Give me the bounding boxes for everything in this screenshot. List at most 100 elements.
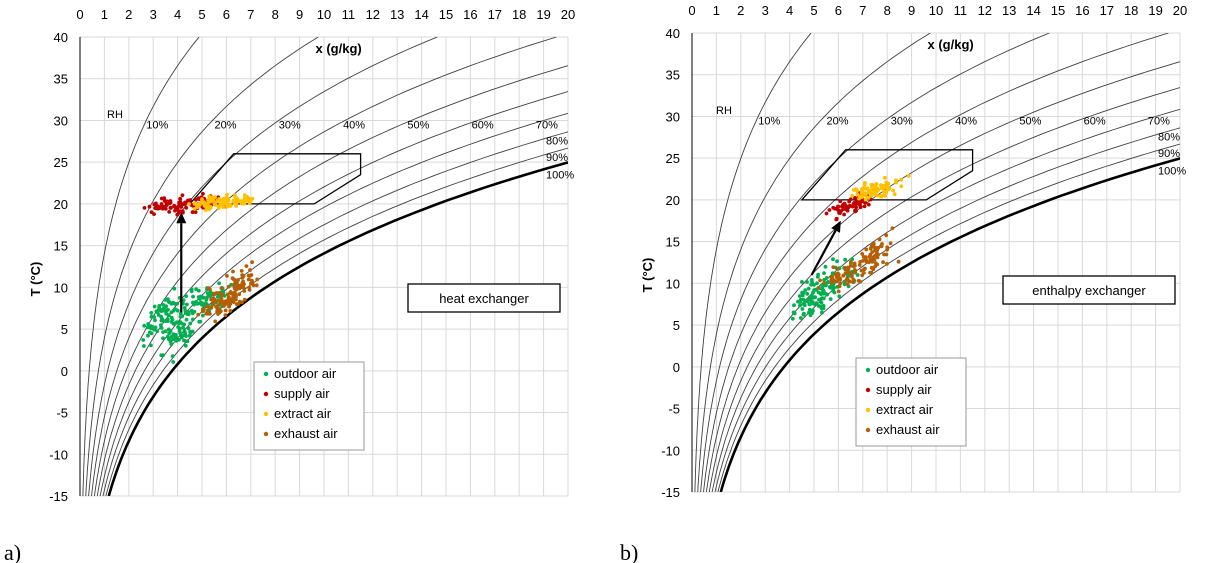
- rh-curve-label: 40%: [955, 116, 977, 128]
- data-point: [184, 205, 189, 210]
- data-point: [879, 244, 883, 249]
- data-point: [844, 278, 849, 283]
- data-point: [182, 338, 186, 343]
- legend-label: supply air: [274, 386, 330, 401]
- data-point: [863, 266, 867, 271]
- rh-curve-50: [705, 61, 1180, 492]
- x-tick-label: 19: [536, 7, 550, 22]
- rh-curve-label: 30%: [891, 116, 913, 128]
- comfort-zone: [188, 153, 362, 205]
- x-tick-label: 20: [1173, 3, 1187, 18]
- data-point: [831, 265, 836, 269]
- data-point: [824, 276, 829, 280]
- data-point: [822, 281, 827, 285]
- data-point: [226, 198, 231, 203]
- y-tick-label: 30: [54, 113, 68, 128]
- data-point: [152, 202, 157, 207]
- data-point: [213, 319, 218, 324]
- data-point: [163, 319, 168, 323]
- data-point: [846, 265, 850, 270]
- x-tick-label: 1: [101, 7, 108, 22]
- data-point: [860, 252, 865, 256]
- x-tick-label: 19: [1148, 3, 1162, 18]
- data-point: [866, 260, 871, 265]
- data-point: [809, 295, 813, 300]
- data-point: [169, 315, 174, 320]
- data-point: [195, 302, 200, 306]
- rh-curve-label: 20%: [215, 120, 237, 132]
- data-point: [829, 276, 834, 280]
- data-point: [246, 273, 251, 278]
- data-point: [161, 336, 165, 341]
- data-point: [201, 313, 205, 318]
- data-point: [215, 308, 220, 313]
- data-point: [800, 280, 804, 284]
- data-point: [825, 292, 830, 297]
- legend-marker: [865, 407, 871, 413]
- data-point: [240, 276, 245, 280]
- data-point: [873, 261, 878, 265]
- rh-curve-label: 50%: [407, 120, 429, 132]
- rh-curve-100: [719, 157, 1180, 492]
- data-point: [896, 259, 901, 264]
- y-tick-label: 15: [54, 239, 68, 254]
- data-point: [173, 307, 178, 311]
- data-point: [899, 177, 903, 182]
- data-point: [899, 184, 904, 189]
- x-tick-label: 8: [272, 7, 279, 22]
- rh-curves: [694, 33, 1180, 492]
- x-tick-label: 16: [463, 7, 477, 22]
- x-tick-label: 4: [786, 3, 793, 18]
- data-point: [875, 255, 880, 260]
- series-extract-air: [187, 192, 255, 213]
- data-point: [802, 299, 807, 304]
- data-point: [806, 286, 811, 291]
- rh-curve-40: [91, 37, 557, 496]
- rh-curve-label: 100%: [546, 170, 574, 182]
- x-tick-label: 13: [1002, 3, 1016, 18]
- data-point: [196, 312, 201, 317]
- data-point: [168, 329, 173, 334]
- data-point: [844, 204, 848, 208]
- rh-curve-70: [99, 112, 568, 496]
- data-point: [834, 275, 839, 280]
- x-tick-label: 0: [76, 7, 83, 22]
- data-point: [177, 328, 182, 333]
- x-tick-label: 12: [366, 7, 380, 22]
- data-point: [820, 310, 824, 315]
- data-point: [815, 281, 819, 286]
- data-point: [842, 282, 847, 287]
- data-point: [149, 314, 154, 319]
- data-point: [853, 202, 858, 206]
- data-point: [242, 193, 247, 198]
- data-point: [854, 205, 858, 210]
- data-point: [843, 271, 848, 276]
- rh-curve-10: [82, 37, 200, 496]
- data-point: [167, 300, 172, 305]
- data-point: [850, 274, 854, 279]
- data-point: [883, 175, 887, 180]
- data-point: [851, 277, 856, 282]
- data-point: [219, 294, 224, 298]
- legend-label: outdoor air: [274, 366, 337, 381]
- x-tick-label: 15: [439, 7, 453, 22]
- data-point: [183, 200, 188, 205]
- x-tick-label: 18: [512, 7, 526, 22]
- data-point: [167, 210, 172, 214]
- annotation-text: enthalpy exchanger: [1032, 283, 1146, 298]
- data-point: [225, 274, 229, 278]
- data-point: [871, 267, 876, 272]
- data-point: [820, 287, 825, 291]
- data-point: [870, 189, 875, 194]
- data-point: [217, 281, 222, 286]
- data-point: [808, 313, 813, 318]
- data-point: [223, 201, 228, 206]
- data-point: [147, 204, 152, 209]
- data-point: [831, 257, 835, 262]
- data-point: [169, 342, 174, 347]
- data-point: [167, 337, 172, 342]
- data-point: [853, 196, 857, 200]
- data-point: [170, 354, 175, 358]
- rh-curve-label: 100%: [1158, 166, 1186, 178]
- data-point: [207, 305, 212, 309]
